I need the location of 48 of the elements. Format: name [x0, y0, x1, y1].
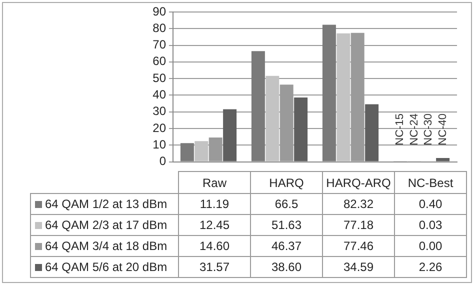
bar	[223, 109, 237, 162]
data-label: 77.18	[322, 214, 394, 236]
y-tick-label: 70	[152, 38, 166, 52]
bar	[365, 104, 379, 162]
bar	[194, 141, 208, 162]
bar	[436, 158, 450, 162]
annotation: NC-15	[394, 114, 406, 146]
legend-label: 64 QAM 5/6 at 20 dBm	[30, 256, 178, 278]
annotation: NC-24	[408, 114, 420, 146]
data-label: 51.63	[250, 214, 322, 236]
y-tick-label: 30	[152, 104, 166, 118]
x-tick-label: HARQ-ARQ	[322, 172, 394, 194]
bar	[294, 98, 308, 162]
legend-label: 64 QAM 3/4 at 18 dBm	[30, 236, 178, 256]
data-label: 0.40	[394, 194, 466, 214]
bar	[336, 33, 350, 162]
data-label: 14.60	[178, 236, 250, 256]
x-tick-label: NC-Best	[394, 172, 466, 194]
data-label: 12.45	[178, 214, 250, 236]
bar	[266, 76, 280, 162]
data-label: 66.5	[250, 194, 322, 214]
annotation: NC-30	[422, 114, 435, 146]
data-label: 77.46	[322, 236, 394, 256]
legend-label: 64 QAM 2/3 at 17 dBm	[30, 214, 178, 236]
y-tick-label: 40	[152, 88, 166, 102]
data-label: 0.03	[394, 214, 466, 236]
data-label: 34.59	[322, 256, 394, 278]
data-label: 82.32	[322, 194, 394, 214]
bar	[251, 51, 265, 162]
data-label: 2.26	[394, 256, 466, 278]
data-label: 46.37	[250, 236, 322, 256]
bar	[180, 143, 194, 162]
data-label: 38.60	[250, 256, 322, 278]
y-tick-label: 80	[152, 20, 166, 35]
y-tick-label: 0	[159, 154, 166, 168]
data-label: 0.00	[394, 236, 466, 256]
y-tick-label: 90	[152, 4, 166, 18]
annotation: NC-40	[436, 114, 449, 146]
y-tick-label: 10	[152, 137, 166, 152]
x-tick-label: Raw	[178, 172, 250, 194]
y-tick-label: 20	[152, 120, 166, 135]
data-label: 31.57	[178, 256, 250, 278]
x-tick-label: HARQ	[250, 172, 322, 194]
legend-label: 64 QAM 1/2 at 13 dBm	[30, 194, 178, 214]
bar	[322, 24, 336, 162]
data-label: 11.19	[178, 194, 250, 214]
y-tick-label: 50	[152, 70, 166, 85]
y-tick-label: 60	[152, 54, 166, 68]
